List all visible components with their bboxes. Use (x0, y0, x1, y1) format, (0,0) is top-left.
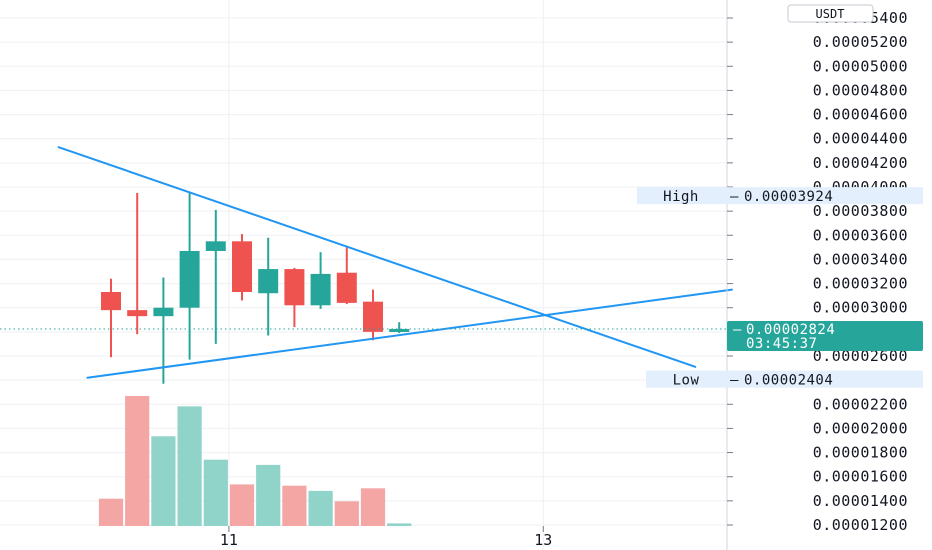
volume-bar (360, 488, 386, 526)
high-marker-background (637, 187, 923, 205)
volume-bar (229, 484, 255, 526)
candle-body (179, 250, 200, 308)
high-value: 0.00003924 (744, 189, 833, 205)
candle (101, 278, 121, 358)
candle (336, 247, 357, 305)
price-tick-label: 0.00004800 (813, 81, 908, 99)
candle-body (153, 307, 174, 317)
trendline[interactable] (86, 288, 733, 379)
high-label: High (663, 189, 699, 205)
candle (389, 322, 410, 334)
volume-bar (387, 523, 412, 526)
candle (205, 209, 226, 344)
low-dash: – (730, 373, 739, 389)
candle-body (389, 328, 410, 332)
last-price-dash: – (733, 322, 742, 338)
price-axis-ticks: 0.000054000.000052000.000050000.00004800… (727, 9, 908, 534)
candle-body (101, 292, 121, 311)
volume-bar (256, 464, 281, 526)
price-tick-label: 0.00002200 (813, 395, 908, 413)
unit-badge-label: USDT (816, 7, 845, 21)
price-tick-label: 0.00004200 (813, 154, 908, 172)
last-price-tag: – 0.00002824 03:45:37 (727, 320, 923, 352)
price-axis[interactable]: 0.000054000.000052000.000050000.00004800… (726, 0, 908, 550)
high-marker: High – 0.00003924 (637, 187, 923, 205)
candle-body (258, 269, 279, 294)
time-axis[interactable]: 11 13 (220, 526, 552, 549)
candlesticks (101, 193, 410, 384)
price-tick-label: 0.00003400 (813, 250, 908, 268)
last-price-value: 0.00002824 (746, 322, 835, 338)
candle-body (232, 241, 252, 293)
price-tick-label: 0.00003200 (813, 275, 908, 293)
price-tick-label: 0.00004400 (813, 130, 908, 148)
candle-body (310, 273, 331, 306)
candle (258, 237, 279, 336)
candle (310, 252, 331, 309)
low-marker: Low – 0.00002404 (646, 370, 923, 389)
price-tick-label: 0.00003000 (813, 299, 908, 317)
candle (153, 277, 174, 384)
candle-body (284, 269, 305, 306)
price-tick-label: 0.00004600 (813, 106, 908, 124)
price-tick-label: 0.00002600 (813, 347, 908, 365)
low-value: 0.00002404 (744, 373, 833, 389)
time-tick-label: 13 (534, 531, 552, 549)
volume-bar (177, 406, 202, 526)
volume-bar (308, 490, 333, 526)
candle (363, 289, 383, 341)
price-tick-label: 0.00002000 (813, 419, 908, 437)
volume-bar (125, 396, 150, 526)
volume-bar (98, 498, 124, 526)
volume-bar (151, 436, 176, 526)
price-tick-label: 0.00005200 (813, 33, 908, 51)
price-tick-label: 0.00003800 (813, 202, 908, 220)
price-tick-label: 0.00001200 (813, 516, 908, 534)
candle (284, 267, 305, 328)
trendline[interactable] (57, 146, 697, 368)
candle-body (127, 310, 148, 317)
candle-body (363, 301, 383, 332)
candle (179, 193, 200, 360)
candle-body (336, 272, 357, 303)
candle-body (205, 241, 226, 251)
volume-bar (282, 485, 307, 526)
low-label: Low (673, 373, 700, 389)
trendlines[interactable] (57, 146, 733, 379)
grid-lines (0, 0, 726, 550)
candle (232, 234, 252, 301)
high-dash: – (730, 189, 739, 205)
candle (127, 193, 148, 335)
unit-badge-frame (787, 4, 874, 23)
price-tick-label: 0.00001600 (813, 468, 908, 486)
volume-bars (98, 396, 412, 526)
price-tick-label: 0.00001400 (813, 492, 908, 510)
price-tick-label: 0.00005000 (813, 57, 908, 75)
price-tick-label: 0.00003600 (813, 226, 908, 244)
unit-badge[interactable]: USDT (787, 4, 874, 23)
volume-bar (334, 501, 359, 526)
volume-bar (203, 459, 228, 526)
low-marker-background (646, 370, 923, 388)
price-tick-label: 0.00001800 (813, 444, 908, 462)
time-tick-label: 11 (220, 531, 238, 549)
last-price-tag-background (727, 320, 923, 351)
bar-countdown: 03:45:37 (746, 336, 817, 352)
